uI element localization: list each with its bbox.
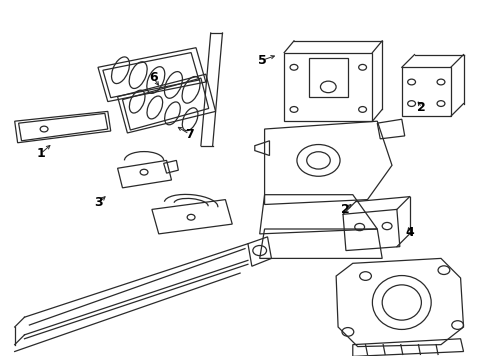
Text: 6: 6 xyxy=(149,71,158,84)
Text: 5: 5 xyxy=(258,54,266,67)
Text: 2: 2 xyxy=(417,101,426,114)
Text: 1: 1 xyxy=(37,147,45,160)
Text: 2: 2 xyxy=(340,203,349,216)
Text: 7: 7 xyxy=(184,128,193,141)
Text: 3: 3 xyxy=(94,197,102,210)
Text: 4: 4 xyxy=(405,226,413,239)
